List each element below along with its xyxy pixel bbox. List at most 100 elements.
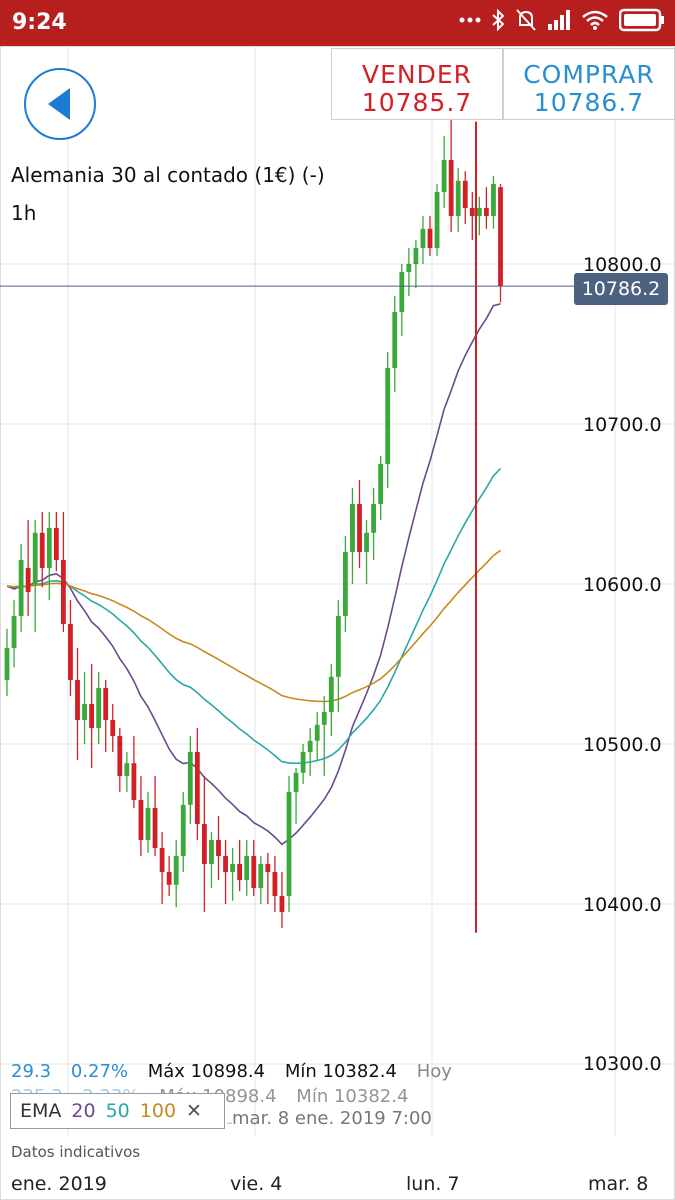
sell-label: VENDER xyxy=(361,60,473,89)
current-price-tag: 10786.2 xyxy=(574,273,668,305)
candle-body xyxy=(131,763,137,800)
candle-body xyxy=(32,532,38,584)
stats-row: 29.3 0.27% Máx 10898.4 Mín 10382.4 Hoy xyxy=(11,1061,466,1082)
y-axis-label: 10400.0 xyxy=(583,894,662,916)
candle-body xyxy=(314,724,320,741)
y-axis-label: 10700.0 xyxy=(583,414,662,436)
stats-period[interactable]: Hoy xyxy=(416,1061,452,1082)
wifi-icon xyxy=(582,10,608,30)
back-button[interactable] xyxy=(24,68,96,140)
candle-body xyxy=(491,184,496,216)
candle-body xyxy=(209,840,214,864)
stats-min: Mín 10382.4 xyxy=(296,1086,409,1107)
x-axis-label: ene. 2019 xyxy=(11,1173,107,1195)
candle-body xyxy=(61,560,66,624)
candle-body xyxy=(476,208,482,216)
y-axis-label: 10800.0 xyxy=(583,254,662,276)
candle-body xyxy=(173,856,179,885)
battery-icon xyxy=(619,8,664,32)
stats-change: 29.3 xyxy=(11,1061,52,1082)
candle-body xyxy=(357,504,362,552)
ema-line xyxy=(6,549,501,703)
candle-body xyxy=(202,824,207,864)
back-arrow-icon xyxy=(48,88,70,120)
candle-body xyxy=(159,848,165,872)
mute-bell-icon xyxy=(516,9,536,31)
sell-button[interactable]: VENDER 10785.7 xyxy=(331,48,503,120)
candle-body xyxy=(399,272,405,312)
candle-body xyxy=(258,864,264,888)
stats-max: Máx 10898.4 xyxy=(147,1061,266,1082)
candle-body xyxy=(406,264,412,272)
candle-body xyxy=(300,752,306,773)
ema-label: EMA xyxy=(20,1100,62,1122)
timeframe-label[interactable]: 1h xyxy=(11,201,37,225)
candle-body xyxy=(378,464,384,504)
candle-body xyxy=(272,872,278,896)
candle-body xyxy=(307,740,313,752)
candle-body xyxy=(279,896,285,912)
candle-body xyxy=(25,568,31,592)
candle-body xyxy=(75,680,80,720)
buy-button[interactable]: COMPRAR 10786.7 xyxy=(503,48,675,120)
candle-body xyxy=(110,720,116,736)
candle-body xyxy=(420,228,426,248)
status-time: 9:24 xyxy=(12,10,67,35)
ema-period-50: 50 xyxy=(105,1100,130,1122)
candle-body xyxy=(53,528,59,560)
candle-body xyxy=(462,180,468,208)
current-price-line xyxy=(0,121,575,933)
candles xyxy=(4,107,503,928)
x-axis-label: lun. 7 xyxy=(406,1173,460,1195)
stats-change-pct: 0.27% xyxy=(70,1061,128,1082)
candle-body xyxy=(448,160,454,216)
candlestick-chart[interactable] xyxy=(0,46,675,1200)
candle-body xyxy=(68,624,73,680)
candle-body xyxy=(4,648,10,680)
indicative-note: Datos indicativos xyxy=(11,1143,141,1161)
candle-body xyxy=(469,208,475,216)
candle-body xyxy=(152,808,158,848)
candle-body xyxy=(343,552,348,616)
candle-body xyxy=(39,532,45,568)
candle-body xyxy=(455,180,461,216)
close-icon[interactable]: ✕ xyxy=(186,1100,202,1122)
candle-body xyxy=(216,840,221,856)
candle-body xyxy=(18,560,24,616)
ema-period-100: 100 xyxy=(139,1100,177,1122)
candle-body xyxy=(145,808,151,840)
candle-body xyxy=(364,532,369,552)
candle-body xyxy=(321,712,327,725)
y-axis-label: 10600.0 xyxy=(583,574,662,596)
candle-body xyxy=(441,160,447,192)
candle-body xyxy=(427,228,433,248)
x-axis-label: mar. 8 xyxy=(588,1173,649,1195)
ema-line xyxy=(6,467,502,765)
candle-body xyxy=(335,616,341,677)
date-range-end: mar. 8 ene. 2019 7:00 xyxy=(232,1108,432,1129)
candle-body xyxy=(166,872,172,885)
candle-body xyxy=(82,704,87,720)
candle-body xyxy=(96,688,102,728)
ema-line xyxy=(6,303,501,846)
candle-body xyxy=(385,368,391,464)
sell-price: 10785.7 xyxy=(361,88,473,117)
candle-body xyxy=(251,856,257,888)
candle-body xyxy=(187,752,193,805)
candle-body xyxy=(194,752,200,824)
candle-body xyxy=(265,864,271,872)
candle-body xyxy=(392,312,398,368)
buy-price: 10786.7 xyxy=(533,88,645,117)
candle-body xyxy=(371,504,376,533)
ema-legend[interactable]: EMA 20 50 100 ✕ xyxy=(10,1093,225,1129)
x-axis-label: vie. 4 xyxy=(230,1173,283,1195)
candle-body xyxy=(103,688,109,720)
y-axis-label: 10300.0 xyxy=(583,1053,662,1075)
candle-body xyxy=(484,208,489,216)
status-bar: 9:24 xyxy=(0,0,675,46)
candle-body xyxy=(244,856,250,880)
bluetooth-icon xyxy=(492,8,505,32)
stats-min: Mín 10382.4 xyxy=(284,1061,397,1082)
candle-body xyxy=(434,192,440,248)
candle-body xyxy=(138,800,144,840)
